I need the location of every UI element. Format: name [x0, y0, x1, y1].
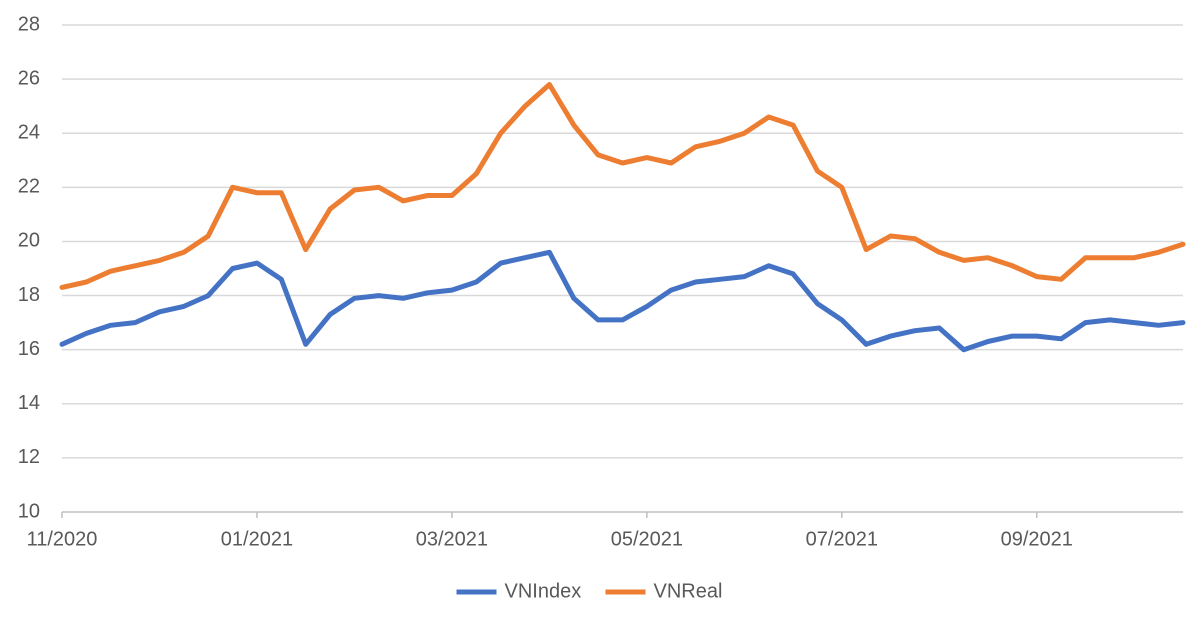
y-tick-label: 22	[18, 176, 40, 198]
y-tick-label: 12	[18, 446, 40, 468]
legend-label: VNReal	[654, 580, 723, 602]
y-tick-label: 24	[18, 122, 40, 144]
x-tick-label: 03/2021	[416, 528, 488, 550]
y-tick-label: 18	[18, 284, 40, 306]
x-tick-label: 07/2021	[806, 528, 878, 550]
y-tick-label: 28	[18, 13, 40, 35]
series-line	[59, 82, 1186, 290]
y-tick-label: 26	[18, 67, 40, 89]
x-tick-label: 11/2020	[27, 528, 98, 550]
y-tick-label: 14	[18, 392, 40, 414]
y-tick-label: 20	[18, 230, 40, 252]
x-tick-label: 05/2021	[611, 528, 683, 550]
x-tick-label: 09/2021	[1001, 528, 1073, 550]
x-tick-label: 01/2021	[221, 528, 293, 550]
y-tick-label: 10	[18, 500, 40, 522]
y-tick-label: 16	[18, 338, 40, 360]
legend-label: VNIndex	[505, 580, 582, 602]
series-line	[59, 249, 1186, 353]
